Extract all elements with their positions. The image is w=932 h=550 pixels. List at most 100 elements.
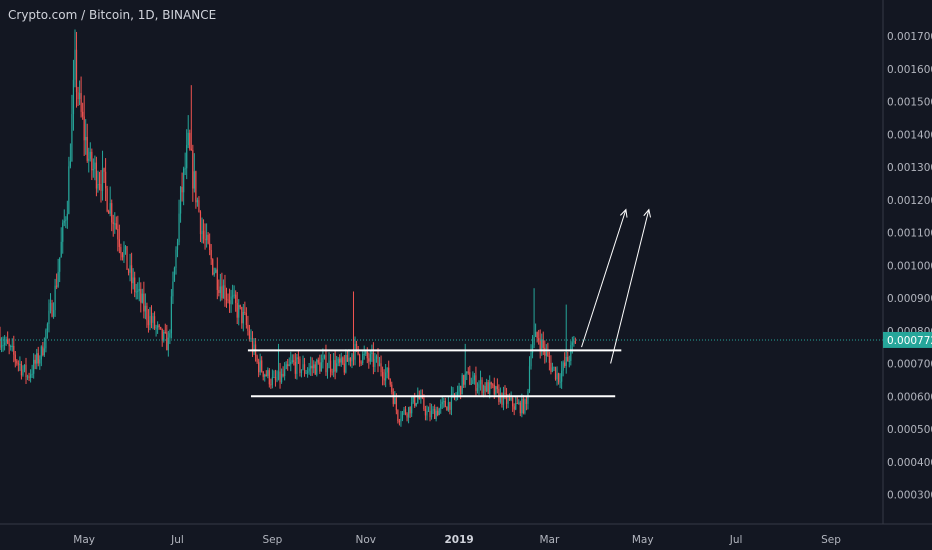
candle-body <box>559 381 561 383</box>
candle-body <box>429 410 431 418</box>
candle-body <box>112 222 114 224</box>
candle-body <box>2 344 4 346</box>
candle-body <box>547 352 549 357</box>
candle-body <box>374 358 376 367</box>
candle-body <box>519 402 521 414</box>
candle-body <box>362 354 364 364</box>
candle-body <box>329 360 332 372</box>
candle-body <box>195 171 197 203</box>
candle-body <box>489 382 491 394</box>
candle-body <box>530 353 532 367</box>
candle-body <box>562 362 564 371</box>
candle-body <box>337 358 339 364</box>
x-tick-label: Mar <box>539 534 559 546</box>
candle-body <box>8 343 10 347</box>
candle-body <box>23 364 26 370</box>
candle-body <box>551 367 554 372</box>
candle-body <box>213 272 215 275</box>
candle-body <box>225 299 228 301</box>
candle-body <box>438 408 440 416</box>
y-tick-label: 0.001700 <box>887 31 932 43</box>
candle-body <box>244 311 246 314</box>
candle-body <box>336 363 338 372</box>
candle-body <box>444 401 446 408</box>
candle-body <box>173 267 176 282</box>
candle-body <box>247 324 249 331</box>
candle-body <box>300 369 303 374</box>
candle-body <box>323 355 326 359</box>
candle-body <box>121 253 124 258</box>
candle-body <box>74 49 76 80</box>
candle-body <box>499 393 502 402</box>
candle-body <box>394 398 396 404</box>
candle-body <box>512 397 514 407</box>
candle-body <box>14 354 16 361</box>
candle-body <box>204 238 206 241</box>
candle-body <box>153 316 156 329</box>
candle-body <box>302 364 304 370</box>
candle-body <box>124 246 127 250</box>
candle-body <box>210 250 212 260</box>
candle-body <box>94 162 96 170</box>
candle-body <box>120 246 122 254</box>
candle-body <box>325 355 327 373</box>
candle-body <box>216 269 218 290</box>
candle-body <box>256 356 258 363</box>
time-axis[interactable]: May Jul Sep Nov 2019 Mar May Jul Sep <box>73 534 841 546</box>
candle-body <box>346 354 348 362</box>
candle-body <box>525 399 528 404</box>
candle-body <box>158 325 160 327</box>
candle-body <box>461 375 463 395</box>
candle-body <box>392 391 394 404</box>
candle-body <box>176 242 179 250</box>
candle-body <box>282 373 284 377</box>
candle-body <box>160 326 162 329</box>
candle-body <box>365 351 367 354</box>
candle-body <box>536 332 538 339</box>
candle-body <box>108 211 110 214</box>
last-price-label: 0.000772 <box>887 335 932 347</box>
candle-body <box>190 148 192 151</box>
candle-body <box>248 330 251 340</box>
candle-body <box>60 241 62 258</box>
candle-body <box>343 363 345 373</box>
candle-body <box>209 243 211 251</box>
candle-body <box>388 367 390 379</box>
candle-body <box>481 379 483 394</box>
x-tick-label: Jul <box>729 534 743 546</box>
candle-body <box>261 360 263 372</box>
candle-body <box>285 364 287 369</box>
trend-arrow[interactable] <box>581 209 627 348</box>
candle-body <box>458 386 460 392</box>
candle-body <box>111 203 113 223</box>
candle-body <box>375 356 378 359</box>
candle-body <box>161 328 163 341</box>
candle-body <box>39 359 41 364</box>
candle-body <box>40 346 42 360</box>
candle-body <box>45 330 47 349</box>
candle-body <box>250 338 252 340</box>
x-tick-label: Sep <box>263 534 283 546</box>
candle-body <box>501 393 503 405</box>
candle-body <box>440 404 442 409</box>
candle-body <box>395 398 397 411</box>
candle-body <box>232 295 234 297</box>
candle-body <box>351 354 353 362</box>
candle-body <box>296 357 298 374</box>
candle-body <box>314 364 316 375</box>
last-price-tag: 0.000772 <box>883 331 932 348</box>
candle-body <box>403 409 405 413</box>
candle-body <box>478 384 480 388</box>
candle-body <box>0 345 3 348</box>
candle-body <box>179 187 182 214</box>
candle-body <box>418 396 420 399</box>
candle-body <box>5 339 7 343</box>
candle-body <box>441 401 443 405</box>
candle-body <box>378 363 381 367</box>
trend-arrow[interactable] <box>610 209 650 364</box>
